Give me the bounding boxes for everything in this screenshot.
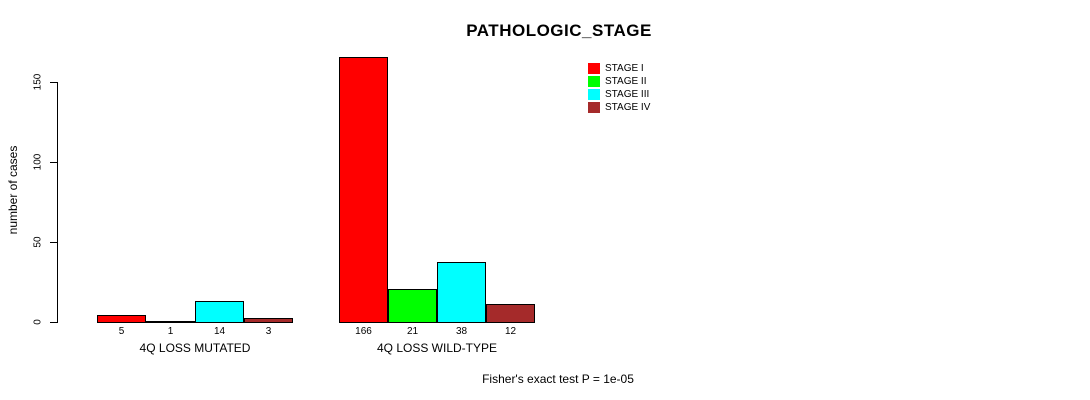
bar [486, 304, 535, 323]
legend-swatch [588, 76, 600, 87]
bar-value-label: 3 [265, 326, 272, 337]
legend-item: STAGE I [588, 63, 650, 74]
legend-item: STAGE II [588, 76, 650, 87]
y-tick [50, 162, 57, 163]
legend-swatch [588, 89, 600, 100]
bar [437, 262, 486, 323]
y-axis-line [57, 82, 58, 323]
bar-value-label: 5 [118, 326, 125, 337]
legend-label: STAGE II [605, 76, 647, 87]
bar [195, 301, 244, 323]
legend-item: STAGE III [588, 89, 650, 100]
category-label: 4Q LOSS WILD-TYPE [376, 341, 498, 355]
bar [244, 318, 293, 323]
y-tick-label: 0 [32, 319, 44, 325]
legend-label: STAGE III [605, 89, 650, 100]
bar [388, 289, 437, 323]
y-tick [50, 322, 57, 323]
legend-label: STAGE IV [605, 102, 651, 113]
legend: STAGE I STAGE II STAGE III STAGE IV [588, 63, 650, 115]
y-tick-label: 100 [32, 153, 44, 171]
bar-value-label: 12 [504, 326, 517, 337]
category-label: 4Q LOSS MUTATED [139, 341, 251, 355]
y-tick [50, 82, 57, 83]
y-tick [50, 242, 57, 243]
bar-value-label: 1 [167, 326, 174, 337]
bar-value-label: 166 [355, 326, 372, 337]
bar [339, 57, 388, 323]
bar-value-label: 21 [406, 326, 419, 337]
bar-value-label: 38 [455, 326, 468, 337]
legend-item: STAGE IV [588, 102, 650, 113]
legend-swatch [588, 63, 600, 74]
y-tick-label: 150 [32, 73, 44, 91]
bar [97, 315, 146, 323]
y-tick-label: 50 [32, 236, 44, 248]
bar-value-label: 14 [213, 326, 226, 337]
legend-swatch [588, 102, 600, 113]
bar [146, 321, 195, 323]
legend-label: STAGE I [605, 63, 644, 74]
chart-title: PATHOLOGIC_STAGE [466, 21, 652, 40]
footnote-text: Fisher's exact test P = 1e-05 [482, 372, 634, 386]
